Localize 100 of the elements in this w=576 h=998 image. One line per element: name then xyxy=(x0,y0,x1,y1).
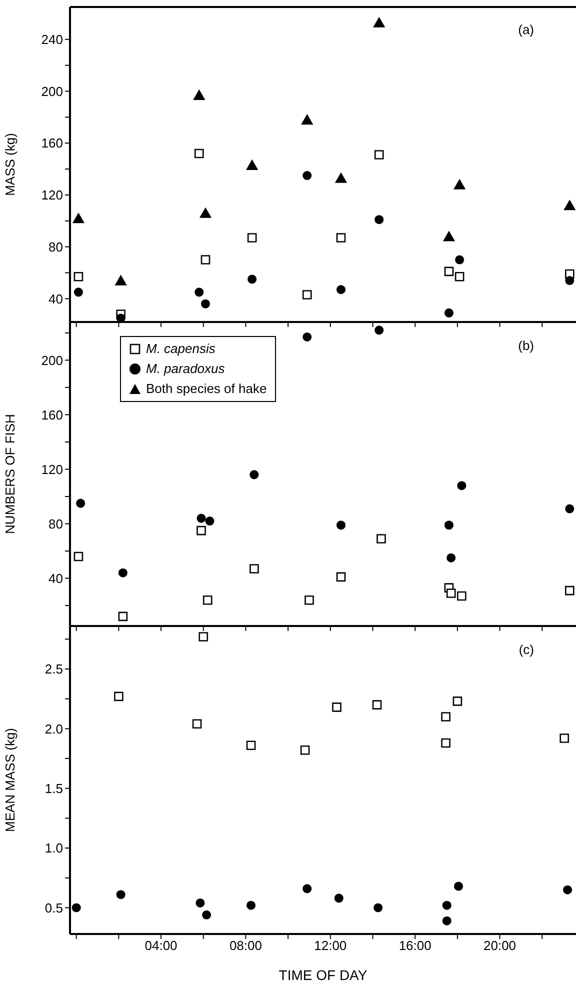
x-tick-label: 16:00 xyxy=(398,938,432,954)
point xyxy=(442,230,456,242)
point xyxy=(374,150,384,160)
y-tick-label: 120 xyxy=(41,188,63,203)
point xyxy=(444,520,454,530)
point xyxy=(302,171,312,180)
point xyxy=(446,553,456,562)
point xyxy=(446,588,456,598)
y-axis-title: MEAN MASS (kg) xyxy=(2,728,18,832)
point xyxy=(336,572,346,582)
y-tick-label: 40 xyxy=(48,570,63,586)
annotation: (b) xyxy=(518,338,534,353)
point xyxy=(336,520,346,530)
y-tick-label: 160 xyxy=(41,136,63,151)
x-tick-label: 08:00 xyxy=(229,938,262,954)
annotation: (a) xyxy=(518,22,534,37)
point xyxy=(453,178,466,190)
y-tick-label: 160 xyxy=(41,407,63,422)
y-tick-label: 2.0 xyxy=(44,721,63,736)
point xyxy=(454,272,464,282)
y-tick-label: 240 xyxy=(41,32,63,48)
point xyxy=(376,534,386,544)
point xyxy=(250,470,259,480)
point xyxy=(72,903,81,912)
legend-label: Both species of hake xyxy=(146,380,267,398)
point xyxy=(205,516,214,526)
point xyxy=(302,884,312,894)
point xyxy=(304,595,314,605)
point xyxy=(301,114,314,125)
y-tick-label: 80 xyxy=(48,516,63,532)
point xyxy=(247,233,257,242)
legend-label: M. paradoxus xyxy=(146,360,225,378)
point xyxy=(246,900,256,910)
point xyxy=(202,910,212,920)
annotation: (c) xyxy=(518,642,534,657)
point xyxy=(452,696,462,706)
point xyxy=(202,595,212,605)
point xyxy=(563,885,572,894)
point xyxy=(374,903,383,912)
point xyxy=(196,514,206,523)
point xyxy=(457,481,466,490)
point xyxy=(248,274,257,284)
point xyxy=(198,632,208,642)
point xyxy=(118,612,128,622)
point xyxy=(246,740,256,750)
point xyxy=(302,332,312,342)
point xyxy=(200,255,210,264)
point xyxy=(114,692,124,702)
point xyxy=(196,898,205,908)
point xyxy=(196,526,206,536)
point xyxy=(374,215,384,224)
y-tick-label: 1.5 xyxy=(44,780,63,796)
point xyxy=(444,308,454,318)
point xyxy=(334,894,344,903)
point xyxy=(246,159,258,170)
point xyxy=(336,233,346,242)
point xyxy=(565,276,574,286)
point xyxy=(200,299,210,308)
point xyxy=(332,702,342,712)
y-tick-label: 1.0 xyxy=(44,840,63,856)
point xyxy=(455,255,464,264)
point xyxy=(250,564,259,574)
y-tick-label: 200 xyxy=(41,352,63,368)
point xyxy=(372,700,382,710)
point xyxy=(457,591,466,601)
point xyxy=(565,586,574,596)
point xyxy=(116,314,126,322)
y-tick-label: 2.5 xyxy=(44,662,63,677)
x-tick-label: 04:00 xyxy=(144,938,178,954)
point xyxy=(116,890,126,900)
y-axis-title: NUMBERS OF FISH xyxy=(2,414,18,534)
point xyxy=(336,285,346,294)
point xyxy=(441,712,450,722)
point xyxy=(373,16,386,28)
point xyxy=(300,746,310,755)
y-tick-label: 80 xyxy=(48,239,63,254)
legend-label: M. capensis xyxy=(146,340,216,358)
point xyxy=(334,172,348,183)
y-tick-label: 120 xyxy=(41,462,63,477)
x-axis-title: TIME OF DAY xyxy=(278,967,368,983)
point xyxy=(564,200,576,210)
y-tick-label: 200 xyxy=(41,84,63,99)
y-axis-title: MASS (kg) xyxy=(2,133,18,196)
point xyxy=(193,89,206,100)
point xyxy=(194,288,204,297)
point xyxy=(444,266,454,276)
x-tick-label: 20:00 xyxy=(484,938,516,954)
point xyxy=(76,498,86,508)
point xyxy=(442,900,452,910)
point xyxy=(441,738,450,748)
point xyxy=(74,552,84,562)
point xyxy=(560,734,570,743)
point xyxy=(118,568,128,578)
point xyxy=(199,207,212,218)
point xyxy=(74,288,83,297)
point xyxy=(565,504,574,514)
point xyxy=(302,290,312,300)
point xyxy=(454,882,464,891)
point xyxy=(442,916,452,926)
x-tick-label: 12:00 xyxy=(314,938,347,954)
